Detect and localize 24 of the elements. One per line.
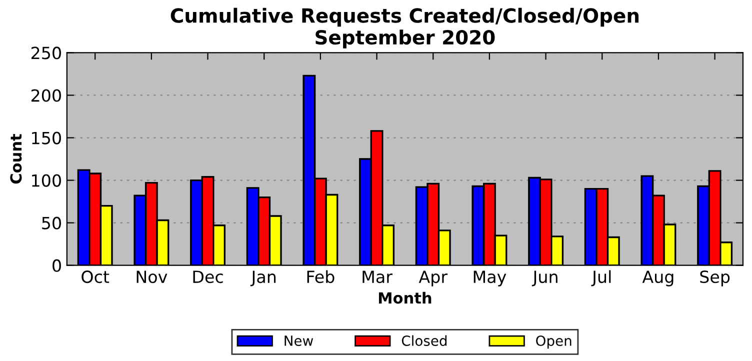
x-tick-label: May xyxy=(474,270,506,286)
y-tick-label: 50 xyxy=(42,216,61,230)
x-tick-label: Feb xyxy=(307,270,334,284)
x-tick-label: Sep xyxy=(700,270,730,286)
x-tick-label: Oct xyxy=(82,270,110,284)
y-tick-label: 150 xyxy=(32,132,61,144)
x-tick-label: Jul xyxy=(591,270,611,286)
legend-label: New xyxy=(284,336,314,346)
chart-title: Cumulative Requests Created/Closed/Open September 2020 xyxy=(170,8,638,48)
legend-label: Closed xyxy=(402,335,447,346)
y-tick-label: 100 xyxy=(32,174,61,187)
x-axis-title: Month xyxy=(378,292,432,304)
x-tick-label: Jun xyxy=(532,270,558,286)
x-tick-label: Nov xyxy=(136,270,168,284)
y-tick-label: 250 xyxy=(31,46,61,60)
x-tick-label: Dec xyxy=(193,270,223,284)
x-tick-label: Aug xyxy=(642,270,674,286)
x-tick-label: Jan xyxy=(250,270,276,286)
y-axis-title: Count xyxy=(10,134,22,184)
legend-label: Open xyxy=(536,335,572,349)
x-tick-label: Mar xyxy=(362,270,393,284)
x-tick-label: Apr xyxy=(418,270,448,286)
y-tick-label: 200 xyxy=(31,89,61,102)
y-tick-label: 0 xyxy=(52,259,61,272)
